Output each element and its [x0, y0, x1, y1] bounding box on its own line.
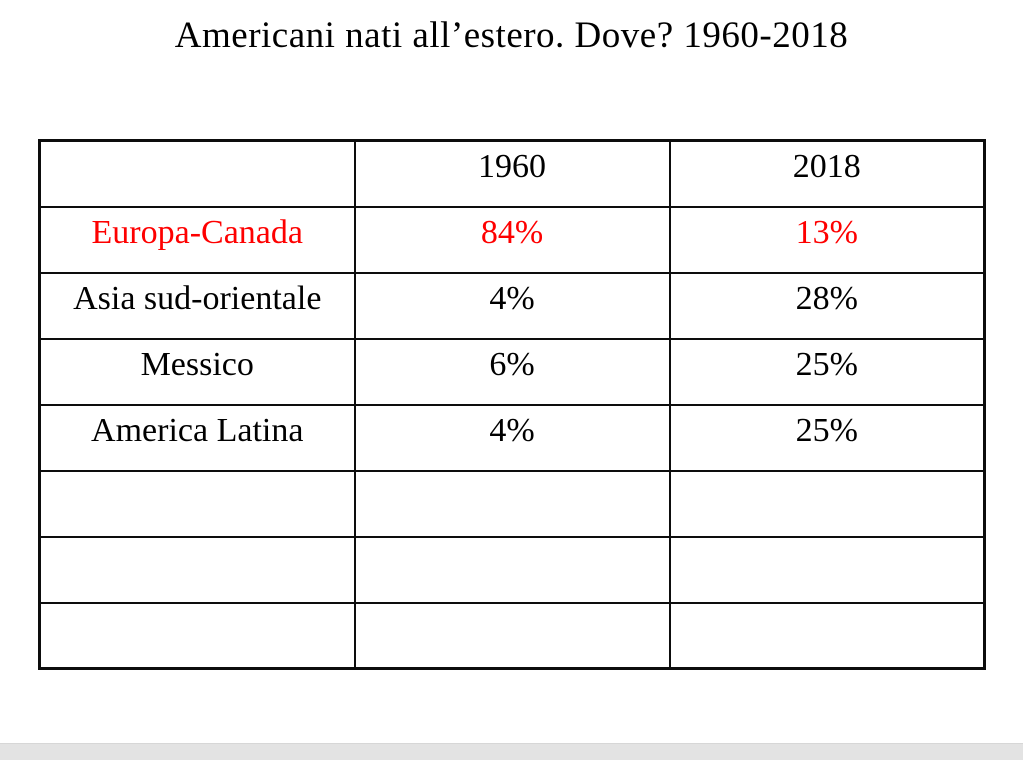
region-cell: America Latina [38, 403, 356, 472]
table-body: Europa-Canada 84% 13% Asia sud-orientale… [38, 205, 986, 670]
header-cell-2018: 2018 [668, 139, 986, 208]
value-1960-cell: 6% [353, 337, 671, 406]
table-row-messico: Messico 6% 25% [38, 337, 986, 406]
value-1960-cell [353, 469, 671, 538]
table-row-empty-1 [38, 469, 986, 538]
slide-title: Americani nati all’estero. Dove? 1960-20… [174, 15, 849, 56]
region-cell: Europa-Canada [38, 205, 356, 274]
region-cell [38, 469, 356, 538]
region-cell: Messico [38, 337, 356, 406]
viewer-bottom-bar [0, 743, 1023, 760]
header-cell-region [38, 139, 356, 208]
region-cell [38, 601, 356, 670]
value-2018-cell [668, 535, 986, 604]
value-2018-cell: 25% [668, 403, 986, 472]
value-2018-cell: 25% [668, 337, 986, 406]
table-row-asia-sud-orientale: Asia sud-orientale 4% 28% [38, 271, 986, 340]
value-1960-cell: 84% [353, 205, 671, 274]
region-cell: Asia sud-orientale [38, 271, 356, 340]
region-cell [38, 535, 356, 604]
value-1960-cell [353, 601, 671, 670]
value-2018-cell [668, 601, 986, 670]
header-cell-1960: 1960 [353, 139, 671, 208]
table-header-row: 1960 2018 [38, 139, 986, 208]
value-2018-cell: 28% [668, 271, 986, 340]
table-row-america-latina: America Latina 4% 25% [38, 403, 986, 472]
value-1960-cell [353, 535, 671, 604]
value-2018-cell [668, 469, 986, 538]
table-row-empty-3 [38, 601, 986, 670]
table-row-europa-canada: Europa-Canada 84% 13% [38, 205, 986, 274]
value-2018-cell: 13% [668, 205, 986, 274]
data-table: 1960 2018 Europa-Canada 84% 13% Asia sud… [38, 139, 986, 670]
value-1960-cell: 4% [353, 403, 671, 472]
value-1960-cell: 4% [353, 271, 671, 340]
table-row-empty-2 [38, 535, 986, 604]
